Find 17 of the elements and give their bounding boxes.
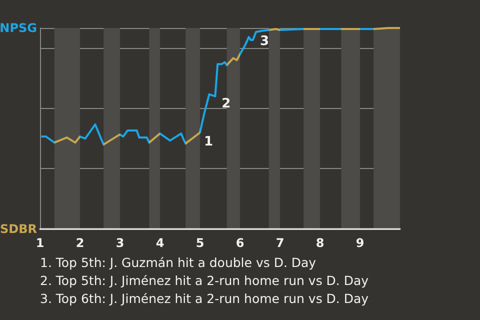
x-tick-label: 6 [236, 236, 244, 250]
text: 3. Top 6th: J. Jiménez hit a 2-run home run vs D. Day [40, 291, 370, 306]
x-tick-label: 1 [36, 236, 44, 250]
x-tick-label: 2 [76, 236, 84, 250]
text: SDBR [0, 222, 37, 236]
x-tick-label: 3 [116, 236, 124, 250]
x-tick-label: 9 [356, 236, 364, 250]
x-tick-label: 7 [276, 236, 284, 250]
text: 1. Top 5th: J. Guzmán hit a double vs D. Day [40, 255, 317, 270]
annotation: 1 [204, 134, 214, 150]
annotation: 3 [260, 34, 270, 50]
annotation: 2 [222, 96, 231, 112]
x-tick-label: 4 [156, 236, 164, 250]
x-tick-label: 5 [196, 236, 204, 250]
text: NPSG [0, 21, 37, 35]
x-tick-label: 8 [316, 236, 324, 250]
text: 2. Top 5th: J. Jiménez hit a 2-run home run vs D. Day [40, 273, 370, 288]
